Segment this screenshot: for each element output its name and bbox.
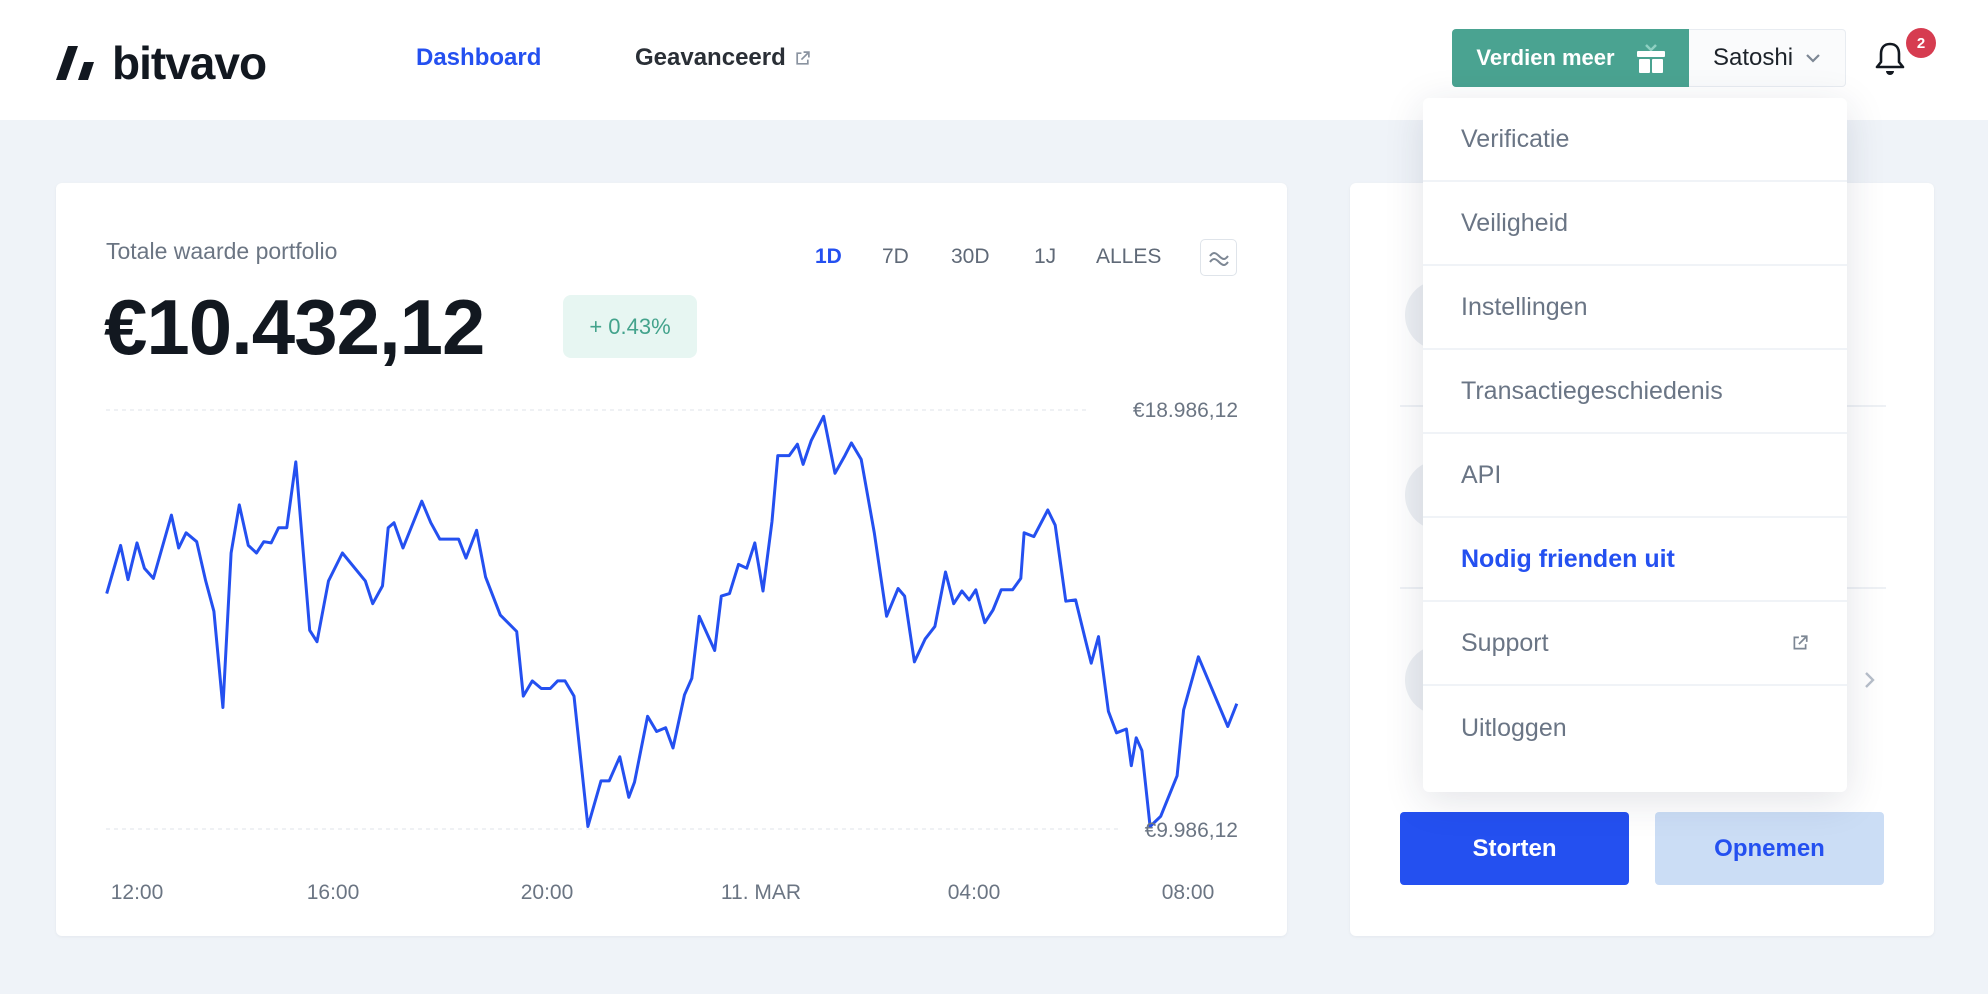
- menu-item-label: Verificatie: [1461, 124, 1570, 153]
- chart-type-toggle[interactable]: [1200, 239, 1237, 276]
- menu-item-label: Support: [1461, 628, 1549, 657]
- range-1d[interactable]: 1D: [815, 245, 842, 268]
- notification-badge: 2: [1906, 28, 1936, 58]
- x-tick-label: 12:00: [111, 881, 164, 904]
- x-tick-label: 16:00: [307, 881, 360, 904]
- external-link-icon: [1793, 635, 1808, 650]
- user-name: Satoshi: [1712, 44, 1794, 71]
- range-30d[interactable]: 30D: [951, 245, 990, 268]
- bitvavo-logo[interactable]: bitvavo: [56, 36, 267, 90]
- menu-item-api[interactable]: API: [1423, 434, 1847, 518]
- menu-item-label: Veiligheid: [1461, 208, 1569, 237]
- x-tick-label: 20:00: [521, 881, 574, 904]
- series-line: [105, 414, 1239, 828]
- notifications-button[interactable]: [1873, 38, 1907, 83]
- x-tick-label: 08:00: [1162, 881, 1215, 904]
- user-menu-toggle[interactable]: Satoshi: [1689, 29, 1846, 87]
- portfolio-change-badge: + 0.43%: [563, 295, 697, 358]
- user-dropdown-menu: Verificatie Veiligheid Instellingen Tran…: [1423, 98, 1847, 792]
- range-alles[interactable]: ALLES: [1096, 245, 1162, 268]
- nav-geavanceerd-label: Geavanceerd: [635, 44, 786, 71]
- logo-mark-icon: [56, 46, 94, 80]
- bell-icon: [1875, 42, 1905, 75]
- nav-geavanceerd[interactable]: Geavanceerd: [635, 44, 811, 72]
- earn-more-label: Verdien meer: [1476, 45, 1615, 70]
- menu-item-label: Uitloggen: [1461, 713, 1567, 742]
- nav-dashboard[interactable]: Dashboard: [416, 44, 542, 71]
- min-value-label: €9.986,12: [1145, 819, 1238, 842]
- chevron-right-icon[interactable]: [1864, 670, 1876, 690]
- menu-item-instellingen[interactable]: Instellingen: [1423, 266, 1847, 350]
- menu-item-uitloggen[interactable]: Uitloggen: [1423, 686, 1847, 770]
- menu-item-label: Nodig frienden uit: [1461, 544, 1675, 573]
- menu-item-label: Instellingen: [1461, 292, 1588, 321]
- earn-more-button[interactable]: Verdien meer: [1452, 29, 1689, 87]
- deposit-button[interactable]: Storten: [1400, 812, 1629, 885]
- withdraw-button[interactable]: Opnemen: [1655, 812, 1884, 885]
- chevron-down-icon: [1806, 54, 1820, 63]
- menu-item-verificatie[interactable]: Verificatie: [1423, 98, 1847, 182]
- portfolio-label: Totale waarde portfolio: [106, 238, 338, 264]
- portfolio-value: €10.432,12: [104, 283, 485, 371]
- gift-icon: [1636, 44, 1665, 73]
- menu-item-label: Transactiegeschiedenis: [1461, 376, 1723, 405]
- x-tick-label: 04:00: [948, 881, 1001, 904]
- menu-item-label: API: [1461, 460, 1502, 489]
- range-1j[interactable]: 1J: [1034, 245, 1057, 268]
- wave-lines-icon: [1208, 251, 1229, 266]
- range-7d[interactable]: 7D: [882, 245, 909, 268]
- menu-item-veiligheid[interactable]: Veiligheid: [1423, 182, 1847, 266]
- logo-text: bitvavo: [112, 37, 267, 89]
- external-link-icon: [796, 50, 810, 65]
- menu-item-transactiegeschiedenis[interactable]: Transactiegeschiedenis: [1423, 350, 1847, 434]
- menu-item-support[interactable]: Support: [1423, 602, 1847, 686]
- max-value-label: €18.986,12: [1133, 399, 1238, 422]
- x-tick-label: 11. MAR: [721, 881, 801, 904]
- menu-item-invite-friends[interactable]: Nodig frienden uit: [1423, 518, 1847, 602]
